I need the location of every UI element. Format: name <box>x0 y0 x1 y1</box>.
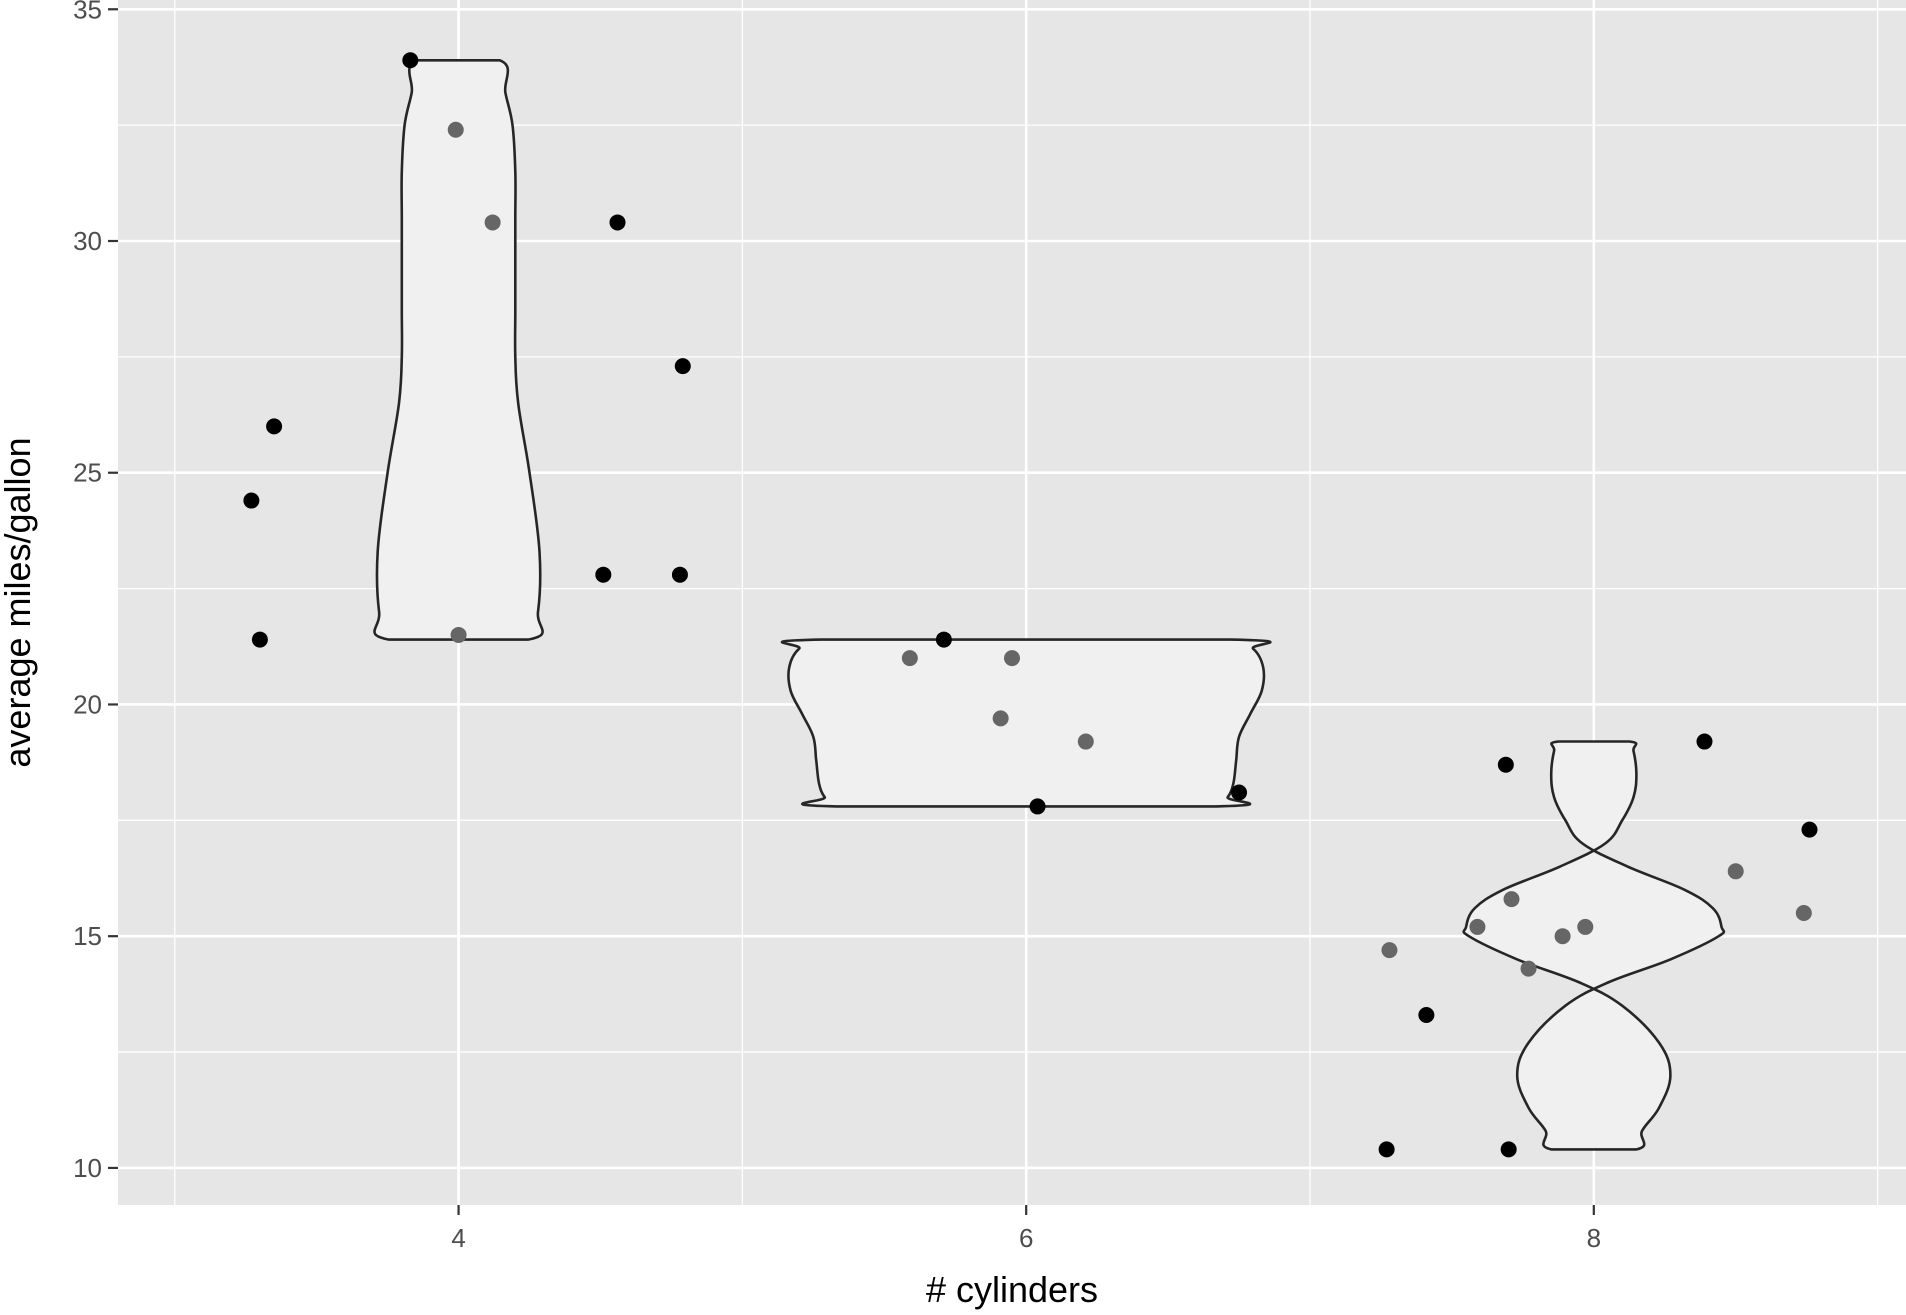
data-point <box>402 52 419 69</box>
data-point <box>1554 928 1571 945</box>
data-point <box>1004 650 1020 667</box>
data-point <box>671 566 688 583</box>
data-point <box>935 631 952 648</box>
data-point <box>1727 863 1744 880</box>
data-point <box>1381 942 1398 959</box>
data-point <box>1378 1141 1395 1158</box>
y-axis: 10 15 20 25 30 35 <box>73 0 118 1183</box>
y-tick-label: 25 <box>73 458 102 488</box>
x-tick-label: 8 <box>1587 1223 1601 1253</box>
data-point <box>1231 784 1248 801</box>
data-point <box>1469 918 1486 935</box>
data-point <box>1029 798 1046 815</box>
data-point <box>1577 918 1594 935</box>
data-point <box>609 214 626 231</box>
y-tick-label: 30 <box>73 226 102 256</box>
data-point <box>674 358 691 375</box>
violins <box>373 59 1726 1151</box>
x-tick-label: 4 <box>451 1223 465 1253</box>
violin-cyl-8 <box>1462 740 1726 1151</box>
data-point <box>595 566 612 583</box>
data-point <box>1801 821 1818 838</box>
data-point <box>1418 1006 1435 1023</box>
data-point <box>266 418 283 435</box>
data-point <box>1077 733 1094 750</box>
data-point <box>901 650 918 667</box>
data-point <box>450 626 467 643</box>
data-point <box>243 492 260 509</box>
data-point <box>1520 960 1537 977</box>
data-point <box>1696 733 1713 750</box>
y-tick-label: 10 <box>73 1153 102 1183</box>
data-point <box>484 214 501 231</box>
y-axis-title: average miles/gallon <box>0 437 38 767</box>
data-point <box>1497 756 1514 773</box>
x-axis: 4 6 8 <box>451 1205 1601 1253</box>
data-point <box>992 710 1009 727</box>
data-point <box>1503 891 1520 908</box>
y-tick-label: 15 <box>73 921 102 951</box>
y-tick-label: 20 <box>73 689 102 719</box>
x-axis-title: # cylinders <box>926 1269 1098 1310</box>
data-point <box>1500 1141 1517 1158</box>
violin-cyl-6 <box>780 638 1272 808</box>
x-tick-label: 6 <box>1019 1223 1033 1253</box>
data-point <box>251 631 268 648</box>
y-tick-label: 35 <box>73 0 102 24</box>
data-point <box>447 121 464 138</box>
data-points <box>243 52 1818 1158</box>
data-point <box>1795 905 1812 922</box>
